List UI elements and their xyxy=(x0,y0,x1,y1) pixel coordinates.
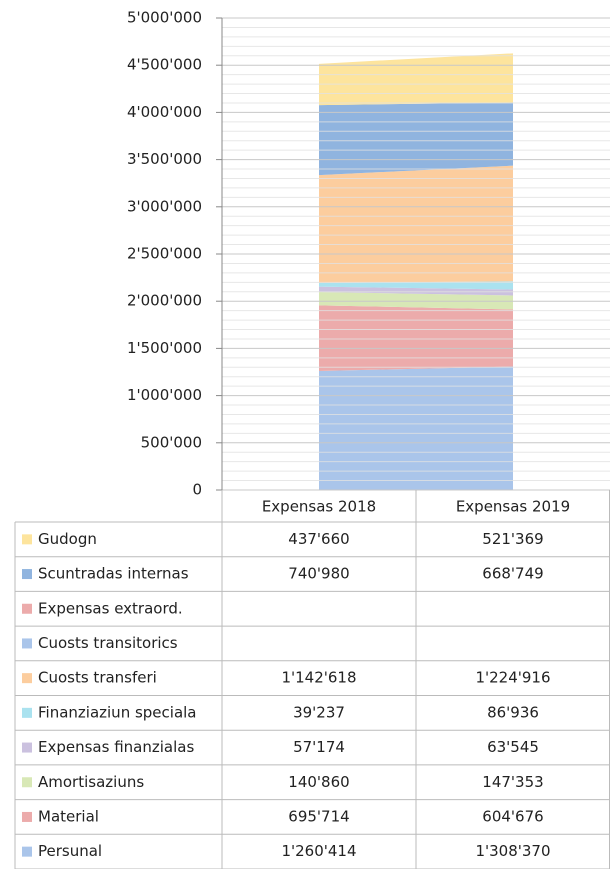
y-tick-label: 4'000'000 xyxy=(127,103,202,121)
legend-label: Amortisaziuns xyxy=(38,773,144,791)
value-label: 140'860 xyxy=(288,773,349,791)
y-tick-label: 1'000'000 xyxy=(127,386,202,404)
legend-label: Finanziaziun speciala xyxy=(38,703,197,721)
legend-label: Gudogn xyxy=(38,530,97,548)
legend-swatch xyxy=(22,707,32,718)
legend-label: Expensas finanzialas xyxy=(38,738,194,756)
legend-swatch xyxy=(22,603,32,614)
legend-swatch xyxy=(22,811,32,822)
value-label: 437'660 xyxy=(288,530,349,548)
area xyxy=(319,286,513,296)
value-label: 740'980 xyxy=(288,565,349,583)
legend-swatch xyxy=(22,846,32,857)
area xyxy=(319,165,513,283)
legend-swatch xyxy=(22,638,32,649)
legend-label: Material xyxy=(38,807,99,825)
legend-label: Cuosts transitorics xyxy=(38,634,178,652)
legend-label: Cuosts transferi xyxy=(38,669,157,687)
legend-label: Scuntradas internas xyxy=(38,565,189,583)
y-tick-label: 3'000'000 xyxy=(127,197,202,215)
y-tick-label: 2'000'000 xyxy=(127,292,202,310)
value-label: 63'545 xyxy=(487,738,539,756)
area xyxy=(319,305,513,372)
y-tick-label: 5'000'000 xyxy=(127,9,202,27)
area xyxy=(319,281,513,290)
value-label: 57'174 xyxy=(293,738,345,756)
value-label: 604'676 xyxy=(482,807,543,825)
legend-swatch xyxy=(22,569,32,580)
y-tick-label: 3'500'000 xyxy=(127,150,202,168)
legend-swatch xyxy=(22,777,32,788)
legend-label: Expensas extraord. xyxy=(38,599,183,617)
value-label: 1'142'618 xyxy=(281,669,356,687)
y-tick-label: 4'500'000 xyxy=(127,56,202,74)
legend-swatch xyxy=(22,742,32,753)
value-label: 668'749 xyxy=(482,565,543,583)
area xyxy=(319,102,513,176)
area xyxy=(319,366,513,490)
y-tick-label: 0 xyxy=(192,481,202,499)
x-tick-label: Expensas 2019 xyxy=(456,498,570,516)
x-tick-label: Expensas 2018 xyxy=(262,498,376,516)
area xyxy=(319,53,513,106)
value-label: 695'714 xyxy=(288,807,349,825)
value-label: 39'237 xyxy=(293,703,345,721)
y-tick-label: 500'000 xyxy=(141,433,202,451)
value-label: 1'224'916 xyxy=(475,669,550,687)
value-label: 521'369 xyxy=(482,530,543,548)
legend-swatch xyxy=(22,673,32,684)
legend-swatch xyxy=(22,534,32,545)
legend-label: Persunal xyxy=(38,842,102,860)
value-label: 1'260'414 xyxy=(281,842,356,860)
y-tick-label: 1'500'000 xyxy=(127,339,202,357)
value-label: 1'308'370 xyxy=(475,842,550,860)
y-tick-label: 2'500'000 xyxy=(127,245,202,263)
value-label: 147'353 xyxy=(482,773,543,791)
value-label: 86'936 xyxy=(487,703,539,721)
